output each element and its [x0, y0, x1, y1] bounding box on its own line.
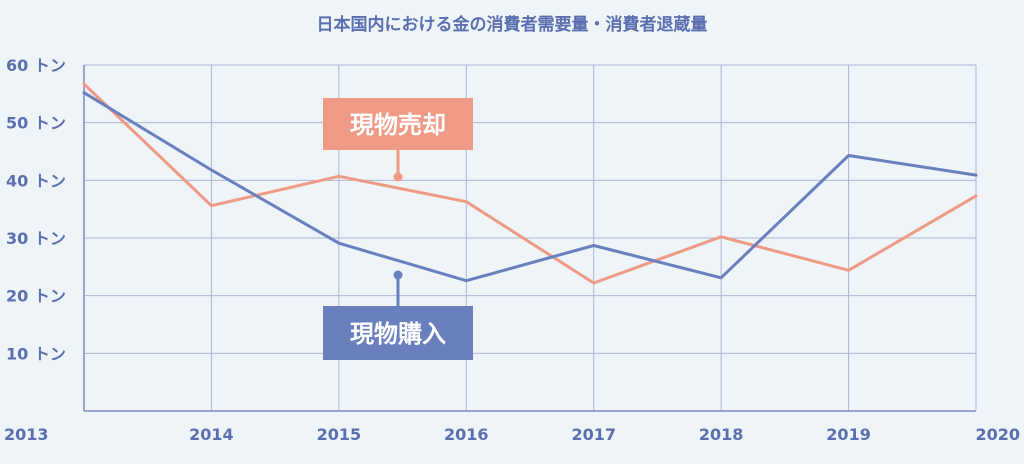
grid: [84, 64, 976, 411]
y-tick-label-40: 40 トン: [6, 171, 66, 190]
chart-title: 日本国内における金の消費者需要量・消費者退蔵量: [317, 14, 708, 35]
y-tick-label-10: 10 トン: [6, 344, 66, 363]
callout-box-1: [323, 306, 473, 360]
y-tick-labels: 10 トン 20 トン 30 トン 40 トン 50 トン 60 トン: [6, 56, 66, 363]
x-tick-label-2013: 2013: [4, 425, 49, 444]
callout-1: 現物購入: [323, 270, 473, 360]
x-tick-label-2014: 2014: [189, 425, 234, 444]
legend-label-1: 現物購入: [350, 320, 446, 348]
x-tick-label-2015: 2015: [317, 425, 362, 444]
callout-dot-0: [393, 172, 403, 182]
y-tick-label-20: 20 トン: [6, 287, 66, 306]
x-tick-label-2019: 2019: [826, 425, 871, 444]
x-tick-label-2017: 2017: [571, 425, 616, 444]
series-lines: [82, 82, 978, 285]
series-line-1: [82, 91, 978, 283]
callout-dot-1: [393, 270, 403, 280]
x-tick-labels: 2013 2014 2015 2016 2017 2018 2019 2020: [4, 425, 1020, 444]
x-tick-label-2020: 2020: [975, 425, 1020, 444]
series-line-0: [82, 82, 978, 285]
legend-label-0: 現物売却: [350, 111, 446, 139]
x-tick-label-2018: 2018: [699, 425, 744, 444]
x-tick-label-2016: 2016: [444, 425, 489, 444]
axes: [83, 65, 977, 412]
callout-box-0: [323, 98, 473, 150]
y-tick-label-50: 50 トン: [6, 114, 66, 133]
y-tick-label-60: 60 トン: [6, 56, 66, 75]
y-tick-label-30: 30 トン: [6, 229, 66, 248]
callout-0: 現物売却: [323, 98, 473, 182]
